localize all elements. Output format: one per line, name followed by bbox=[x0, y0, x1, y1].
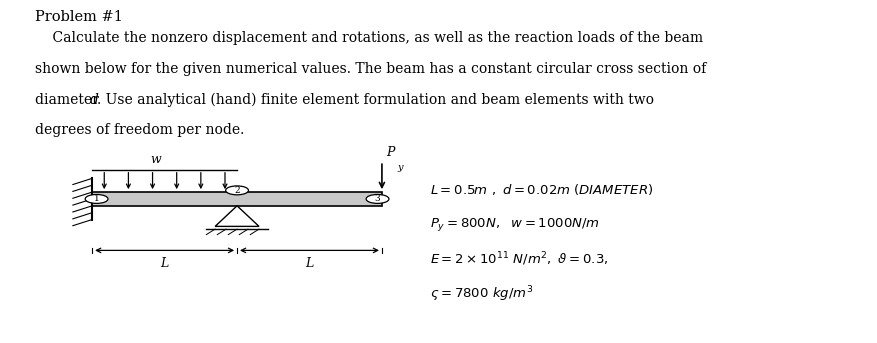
Circle shape bbox=[85, 194, 108, 203]
Text: degrees of freedom per node.: degrees of freedom per node. bbox=[35, 123, 244, 138]
Text: $P_y = 800N,\ \ w = 1000N/m$: $P_y = 800N,\ \ w = 1000N/m$ bbox=[430, 216, 599, 233]
Polygon shape bbox=[215, 206, 259, 226]
Text: diameter: diameter bbox=[35, 93, 103, 107]
Text: 3: 3 bbox=[374, 194, 380, 203]
Text: L: L bbox=[160, 257, 168, 270]
Text: Calculate the nonzero displacement and rotations, as well as the reaction loads : Calculate the nonzero displacement and r… bbox=[35, 31, 702, 45]
Text: y: y bbox=[397, 163, 403, 172]
Text: L: L bbox=[305, 257, 313, 270]
Bar bbox=[92, 192, 381, 206]
Text: P: P bbox=[386, 146, 395, 159]
Text: $E = 2\times 10^{11}\ N/m^2,\ \vartheta = 0.3,$: $E = 2\times 10^{11}\ N/m^2,\ \vartheta … bbox=[430, 250, 608, 268]
Text: 1: 1 bbox=[94, 194, 99, 203]
Text: 2: 2 bbox=[234, 186, 239, 195]
Circle shape bbox=[225, 186, 248, 195]
Text: shown below for the given numerical values. The beam has a constant circular cro: shown below for the given numerical valu… bbox=[35, 62, 706, 76]
Text: . Use analytical (hand) finite element formulation and beam elements with two: . Use analytical (hand) finite element f… bbox=[97, 93, 653, 107]
Text: Problem #1: Problem #1 bbox=[35, 10, 123, 24]
Text: $\varsigma = 7800\ kg/m^3$: $\varsigma = 7800\ kg/m^3$ bbox=[430, 285, 533, 304]
Text: $L = 0.5m\ ,\ d = 0.02m\ (DIAMETER)$: $L = 0.5m\ ,\ d = 0.02m\ (DIAMETER)$ bbox=[430, 182, 652, 197]
Text: w: w bbox=[150, 153, 161, 166]
Text: d: d bbox=[89, 93, 98, 107]
Circle shape bbox=[366, 194, 389, 203]
